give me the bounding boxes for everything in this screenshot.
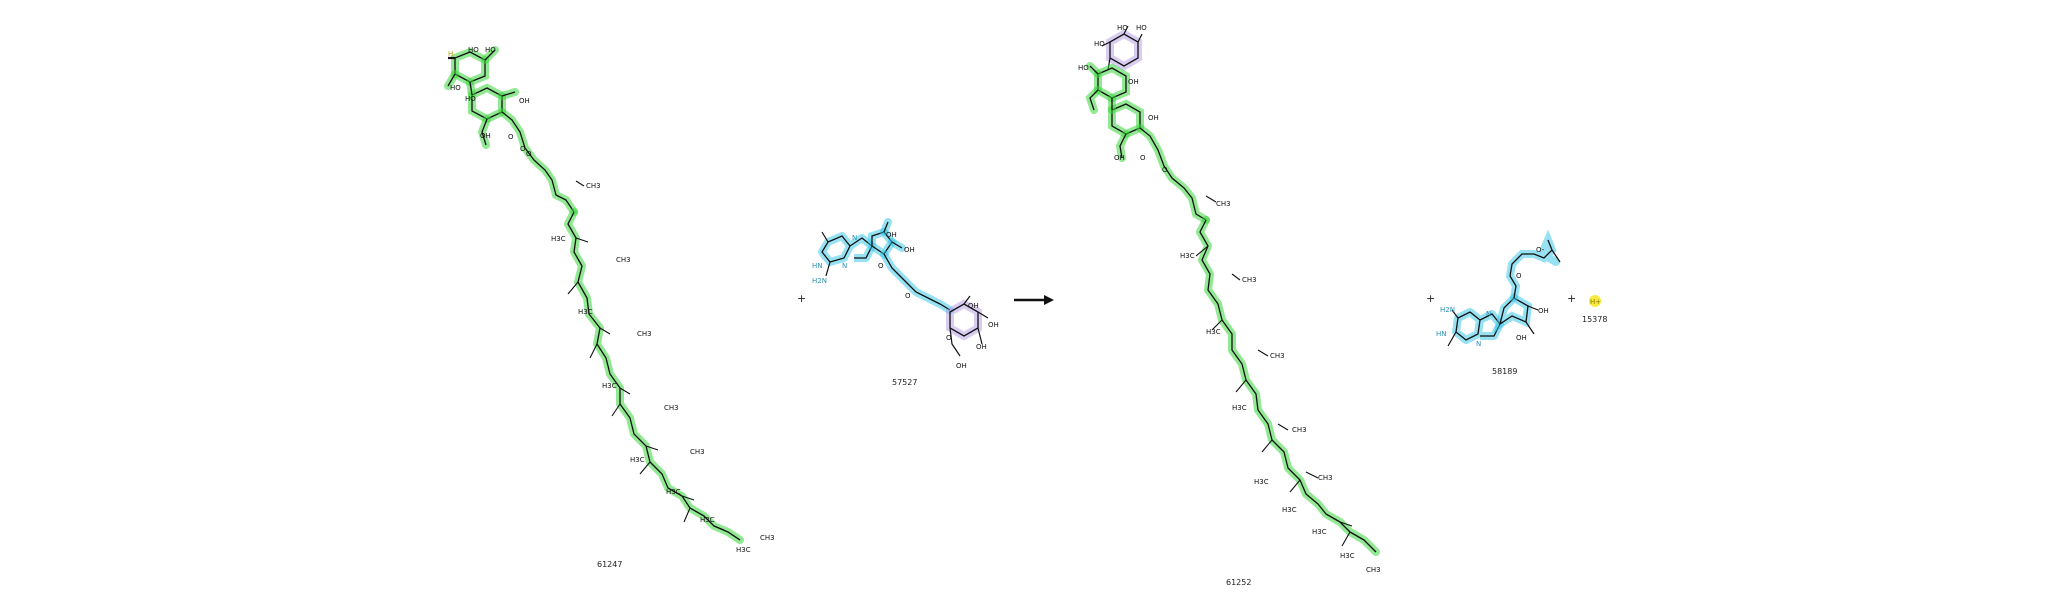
atom-label: CH3 bbox=[637, 330, 652, 338]
atom-label: HO bbox=[450, 84, 461, 92]
atom-label: H2N bbox=[812, 277, 827, 285]
sugar-headgroup bbox=[1085, 62, 1210, 224]
atom-label: H3C bbox=[578, 308, 593, 316]
atom-label: HO bbox=[1078, 64, 1089, 72]
atom-label: HO bbox=[1136, 24, 1147, 32]
atom-label: H3C bbox=[1340, 552, 1355, 560]
atom-label: HO bbox=[1117, 24, 1128, 32]
atom-label: OH bbox=[1538, 307, 1549, 315]
atom-label: H2N bbox=[1440, 306, 1455, 314]
atom-label: H3C bbox=[1282, 506, 1297, 514]
atom-label: H3C bbox=[1254, 478, 1269, 486]
compound-id-label: 61252 bbox=[1226, 578, 1251, 587]
compound-id-label: 15378 bbox=[1582, 315, 1607, 324]
plus-sign: + bbox=[1426, 292, 1435, 305]
atom-label: HN bbox=[812, 262, 823, 270]
atom-label: H3C bbox=[630, 456, 645, 464]
atom-label: CH3 bbox=[1216, 200, 1231, 208]
atom-label: HN bbox=[1436, 330, 1447, 338]
atom-label: O bbox=[905, 292, 911, 300]
atom-label: CH3 bbox=[1242, 276, 1257, 284]
atom-label: H+ bbox=[1590, 298, 1601, 306]
atom-label: O bbox=[508, 133, 514, 141]
atom-label: CH3 bbox=[690, 448, 705, 456]
atom-label: HO bbox=[465, 95, 476, 103]
compound-15378: H+ bbox=[1589, 295, 1601, 307]
atom-label: H3C bbox=[700, 516, 715, 524]
atom-label: H3C bbox=[1232, 404, 1247, 412]
atom-label: OH bbox=[976, 343, 987, 351]
atom-label: CH3 bbox=[1292, 426, 1307, 434]
atom-label: O bbox=[1516, 272, 1522, 280]
atom-label: OH bbox=[904, 246, 915, 254]
reaction-arrow bbox=[1014, 295, 1054, 305]
atom-label: CH3 bbox=[1318, 474, 1333, 482]
atom-label: CH3 bbox=[1366, 566, 1381, 574]
atom-label: OH bbox=[1516, 334, 1527, 342]
atom-label: OH bbox=[1128, 78, 1139, 86]
plus-sign: + bbox=[1567, 292, 1576, 305]
atom-label: O bbox=[520, 145, 526, 153]
atom-label: OH bbox=[956, 362, 967, 370]
atom-label: H3C bbox=[1180, 252, 1195, 260]
atom-label: N bbox=[1486, 310, 1491, 318]
isoprenoid-chain bbox=[1195, 195, 1380, 556]
atom-label: OH bbox=[1148, 114, 1159, 122]
atom-label: H bbox=[448, 50, 453, 58]
atom-label: OH bbox=[480, 132, 491, 140]
compound-57527 bbox=[818, 218, 989, 357]
nucleobase bbox=[1447, 308, 1504, 347]
compound-id-label: 61247 bbox=[597, 560, 622, 569]
sugar-headgroup bbox=[444, 46, 578, 216]
glucose-ring bbox=[946, 295, 989, 357]
atom-label: CH3 bbox=[760, 534, 775, 542]
compound-57527-atoms: H2N HN N N OH OH O O OH OH OH OH O bbox=[812, 231, 999, 370]
ribose bbox=[868, 218, 954, 314]
compound-61247 bbox=[444, 46, 744, 544]
atom-label: HO bbox=[468, 46, 479, 54]
atom-label: OH bbox=[1114, 154, 1125, 162]
ribose-phosphate bbox=[1493, 229, 1561, 335]
atom-label: OH bbox=[886, 231, 897, 239]
extra-glucose-ring bbox=[1101, 25, 1143, 71]
compound-61252-atoms: HO HO HO HO OH OH OH O O CH3 H3C CH3 H3C… bbox=[1078, 24, 1381, 574]
compound-58189 bbox=[1447, 229, 1561, 347]
isoprenoid-chain bbox=[564, 180, 744, 544]
atom-label: HO bbox=[1094, 40, 1105, 48]
atom-label: CH3 bbox=[586, 182, 601, 190]
atom-label: H3C bbox=[1206, 328, 1221, 336]
atom-label: N bbox=[842, 262, 847, 270]
atom-label: H3C bbox=[666, 488, 681, 496]
atom-label: HO bbox=[485, 46, 496, 54]
atom-label: CH3 bbox=[1270, 352, 1285, 360]
atom-label: H3C bbox=[736, 546, 751, 554]
compound-61247-atoms: H HO HO HO HO OH OH O O O CH3 H3C CH3 H3… bbox=[448, 46, 775, 554]
atom-label: CH3 bbox=[664, 404, 679, 412]
compound-id-label: 58189 bbox=[1492, 367, 1517, 376]
compound-61252 bbox=[1085, 25, 1380, 556]
atom-label: OH bbox=[968, 302, 979, 310]
plus-sign: + bbox=[797, 292, 806, 305]
atom-label: O bbox=[946, 334, 952, 342]
atom-label: OH bbox=[519, 97, 530, 105]
atom-label: N bbox=[852, 234, 857, 242]
atom-label: O- bbox=[1536, 246, 1545, 254]
compound-58189-atoms: H2N HN N N OH OH O O- bbox=[1436, 246, 1549, 348]
atom-label: O bbox=[526, 150, 532, 158]
compound-id-label: 57527 bbox=[892, 378, 917, 387]
atom-label: O bbox=[878, 262, 884, 270]
atom-label: O bbox=[1140, 154, 1146, 162]
atom-label: O bbox=[1162, 166, 1168, 174]
atom-label: H3C bbox=[551, 235, 566, 243]
atom-label: H3C bbox=[1312, 528, 1327, 536]
atom-label: H3C bbox=[602, 382, 617, 390]
atom-label: N bbox=[1476, 340, 1481, 348]
atom-label: CH3 bbox=[616, 256, 631, 264]
atom-label: OH bbox=[988, 321, 999, 329]
